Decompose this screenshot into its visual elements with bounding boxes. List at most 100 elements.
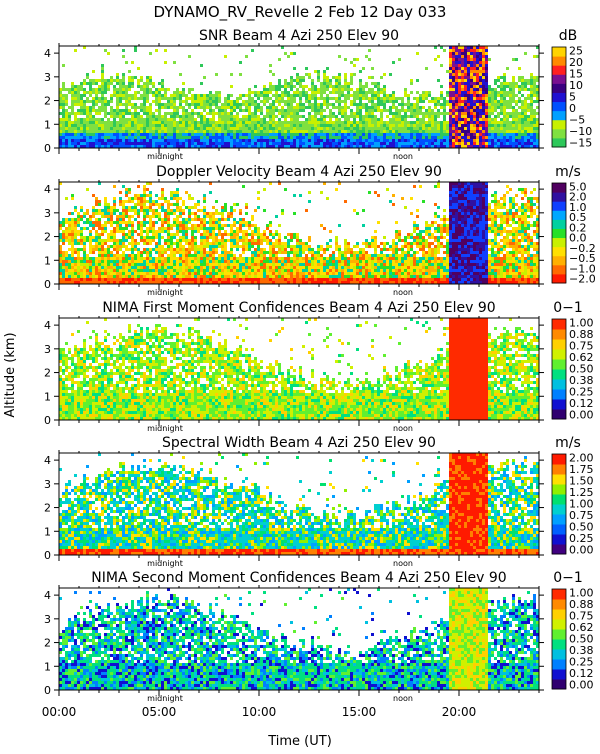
heatmap-cell [449, 67, 452, 70]
heatmap-cell [149, 260, 152, 263]
heatmap-cell [149, 133, 152, 136]
heatmap-cell [131, 257, 134, 260]
heatmap-cell [107, 85, 110, 88]
heatmap-cell [122, 136, 125, 139]
heatmap-cell [203, 103, 206, 106]
heatmap-cell [146, 266, 149, 269]
heatmap-cell [119, 269, 122, 272]
heatmap-cell [155, 121, 158, 124]
heatmap-cell [509, 106, 512, 109]
heatmap-cell [275, 130, 278, 133]
heatmap-cell [173, 194, 176, 197]
heatmap-cell [230, 209, 233, 212]
heatmap-cell [350, 109, 353, 112]
heatmap-cell [152, 236, 155, 239]
heatmap-cell [179, 127, 182, 130]
heatmap-cell [239, 118, 242, 121]
heatmap-cell [455, 49, 458, 52]
heatmap-cell [107, 52, 110, 55]
heatmap-cell [209, 254, 212, 257]
heatmap-cell [188, 218, 191, 221]
heatmap-cell [275, 106, 278, 109]
heatmap-cell [260, 263, 263, 266]
heatmap-cell [197, 266, 200, 269]
heatmap-cell [299, 106, 302, 109]
heatmap-cell [308, 127, 311, 130]
heatmap-cell [458, 70, 461, 73]
heatmap-cell [131, 85, 134, 88]
heatmap-cell [146, 233, 149, 236]
heatmap-cell [356, 97, 359, 100]
heatmap-cell [167, 130, 170, 133]
heatmap-cell [299, 142, 302, 145]
heatmap-cell [95, 103, 98, 106]
heatmap-cell [341, 106, 344, 109]
heatmap-cell [233, 115, 236, 118]
heatmap-cell [260, 266, 263, 269]
heatmap-cell [176, 260, 179, 263]
heatmap-cell [158, 278, 161, 281]
heatmap-cell [437, 136, 440, 139]
heatmap-cell [143, 224, 146, 227]
heatmap-cell [476, 55, 479, 58]
heatmap-cell [344, 97, 347, 100]
heatmap-cell [416, 112, 419, 115]
heatmap-cell [125, 200, 128, 203]
heatmap-cell [347, 124, 350, 127]
heatmap-cell [86, 212, 89, 215]
heatmap-cell [482, 109, 485, 112]
heatmap-cell [467, 76, 470, 79]
heatmap-cell [152, 142, 155, 145]
heatmap-cell [287, 82, 290, 85]
heatmap-cell [527, 121, 530, 124]
heatmap-cell [398, 109, 401, 112]
heatmap-cell [86, 188, 89, 191]
heatmap-cell [125, 121, 128, 124]
heatmap-cell [119, 136, 122, 139]
heatmap-cell [437, 103, 440, 106]
heatmap-cell [80, 97, 83, 100]
heatmap-cell [197, 106, 200, 109]
heatmap-cell [128, 118, 131, 121]
heatmap-cell [365, 130, 368, 133]
heatmap-cell [197, 251, 200, 254]
heatmap-cell [371, 88, 374, 91]
heatmap-cell [458, 97, 461, 100]
heatmap-cell [110, 254, 113, 257]
heatmap-cell [167, 212, 170, 215]
heatmap-cell [317, 118, 320, 121]
heatmap-cell [179, 100, 182, 103]
heatmap-cell [227, 275, 230, 278]
heatmap-cell [149, 209, 152, 212]
heatmap-cell [248, 227, 251, 230]
heatmap-cell [155, 278, 158, 281]
heatmap-cell [323, 127, 326, 130]
heatmap-cell [104, 257, 107, 260]
heatmap-cell [65, 109, 68, 112]
heatmap-cell [158, 91, 161, 94]
heatmap-cell [143, 236, 146, 239]
heatmap-cell [404, 142, 407, 145]
heatmap-cell [125, 224, 128, 227]
heatmap-cell [179, 248, 182, 251]
heatmap-cell [371, 103, 374, 106]
heatmap-cell [125, 61, 128, 64]
heatmap-cell [98, 139, 101, 142]
heatmap-cell [194, 278, 197, 281]
heatmap-cell [131, 136, 134, 139]
heatmap-cell [179, 106, 182, 109]
heatmap-cell [344, 82, 347, 85]
heatmap-cell [128, 275, 131, 278]
heatmap-cell [146, 209, 149, 212]
heatmap-cell [185, 142, 188, 145]
heatmap-cell [269, 242, 272, 245]
heatmap-cell [224, 269, 227, 272]
heatmap-cell [521, 112, 524, 115]
heatmap-cell [149, 76, 152, 79]
heatmap-cell [320, 103, 323, 106]
heatmap-cell [236, 106, 239, 109]
heatmap-cell [449, 79, 452, 82]
heatmap-cell [209, 127, 212, 130]
heatmap-cell [272, 103, 275, 106]
heatmap-cell [458, 76, 461, 79]
